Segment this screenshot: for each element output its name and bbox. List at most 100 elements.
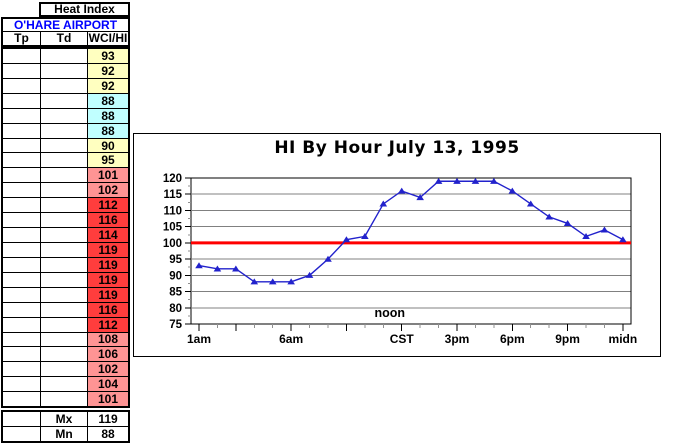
table-row: 119 xyxy=(3,272,128,288)
td-cell[interactable] xyxy=(41,332,88,347)
y-tick-label: 95 xyxy=(169,254,182,266)
td-cell[interactable] xyxy=(41,257,88,272)
tp-cell[interactable] xyxy=(3,228,41,242)
hi-value-cell[interactable]: 102 xyxy=(88,183,128,198)
hi-value-cell[interactable]: 119 xyxy=(88,257,128,272)
td-cell[interactable] xyxy=(41,362,88,377)
station-cell[interactable]: O'HARE AIRPORT xyxy=(3,19,128,31)
td-cell[interactable] xyxy=(41,49,88,63)
tp-cell[interactable] xyxy=(3,93,41,108)
column-header-wcihi[interactable]: WCI/HI xyxy=(88,32,128,45)
summary-empty-cell[interactable] xyxy=(3,412,41,426)
td-cell[interactable] xyxy=(41,198,88,213)
td-cell[interactable] xyxy=(41,138,88,153)
td-cell[interactable] xyxy=(41,78,88,93)
td-cell[interactable] xyxy=(41,242,88,257)
hi-value-cell[interactable]: 92 xyxy=(88,78,128,93)
tp-cell[interactable] xyxy=(3,108,41,123)
tp-cell[interactable] xyxy=(3,392,41,407)
table-row: 90 xyxy=(3,138,128,154)
tp-cell[interactable] xyxy=(3,272,41,287)
chart-title: HI By Hour July 13, 1995 xyxy=(274,138,520,158)
data-point-marker xyxy=(305,271,314,278)
hi-value-cell[interactable]: 101 xyxy=(88,168,128,183)
hi-value-cell[interactable]: 95 xyxy=(88,153,128,168)
station-name: O'HARE AIRPORT xyxy=(13,18,118,32)
td-cell[interactable] xyxy=(41,377,88,392)
tp-cell[interactable] xyxy=(3,213,41,228)
data-point-marker xyxy=(508,187,517,194)
td-cell[interactable] xyxy=(41,93,88,108)
tp-cell[interactable] xyxy=(3,287,41,302)
td-cell[interactable] xyxy=(41,302,88,317)
td-cell[interactable] xyxy=(41,213,88,228)
hi-value-cell[interactable]: 88 xyxy=(88,108,128,123)
tp-cell[interactable] xyxy=(3,257,41,272)
hi-value-cell[interactable]: 88 xyxy=(88,123,128,138)
td-cell[interactable] xyxy=(41,272,88,287)
td-cell[interactable] xyxy=(41,108,88,123)
hi-value-cell[interactable]: 116 xyxy=(88,302,128,317)
x-tick-label: 1am xyxy=(187,332,211,346)
hi-value-cell[interactable]: 112 xyxy=(88,198,128,213)
chart-object[interactable]: HI By Hour July 13, 1995 75 80 85 90 95 100 10… xyxy=(133,133,661,357)
y-tick-label: 80 xyxy=(169,303,182,315)
summary-label-cell[interactable]: Mn xyxy=(41,427,88,441)
tp-cell[interactable] xyxy=(3,183,41,198)
hi-value-cell[interactable]: 90 xyxy=(88,138,128,153)
tp-cell[interactable] xyxy=(3,242,41,257)
hi-value-cell[interactable]: 92 xyxy=(88,63,128,78)
tp-cell[interactable] xyxy=(3,78,41,93)
td-cell[interactable] xyxy=(41,287,88,302)
td-cell[interactable] xyxy=(41,392,88,407)
tp-cell[interactable] xyxy=(3,168,41,183)
td-cell[interactable] xyxy=(41,228,88,242)
table-row: 101 xyxy=(3,168,128,184)
hi-value-cell[interactable]: 119 xyxy=(88,272,128,287)
tp-cell[interactable] xyxy=(3,198,41,213)
summary-value-cell[interactable]: 88 xyxy=(101,427,115,441)
hi-value-cell[interactable]: 116 xyxy=(88,213,128,228)
td-cell[interactable] xyxy=(41,168,88,183)
table-row: 119 xyxy=(3,287,128,303)
td-cell[interactable] xyxy=(41,317,88,332)
tp-cell[interactable] xyxy=(3,377,41,392)
data-point-marker xyxy=(453,177,461,184)
table-title-cell[interactable]: Heat Index xyxy=(39,2,130,17)
hi-value-cell[interactable]: 93 xyxy=(88,49,128,63)
tp-cell[interactable] xyxy=(3,63,41,78)
summary-empty-cell[interactable] xyxy=(3,427,41,441)
column-header-td[interactable]: Td xyxy=(41,32,88,45)
hi-value-cell[interactable]: 119 xyxy=(88,242,128,257)
tp-cell[interactable] xyxy=(3,302,41,317)
hi-value-cell[interactable]: 112 xyxy=(88,317,128,332)
tp-cell[interactable] xyxy=(3,362,41,377)
hi-value-cell[interactable]: 88 xyxy=(88,93,128,108)
column-header-tp[interactable]: Tp xyxy=(3,32,41,45)
tp-cell[interactable] xyxy=(3,332,41,347)
data-point-marker xyxy=(268,278,277,285)
td-cell[interactable] xyxy=(41,183,88,198)
td-cell[interactable] xyxy=(41,347,88,362)
td-cell[interactable] xyxy=(41,153,88,168)
data-point-marker xyxy=(563,220,572,227)
hi-value-cell[interactable]: 114 xyxy=(88,228,128,242)
tp-cell[interactable] xyxy=(3,123,41,138)
tp-cell[interactable] xyxy=(3,317,41,332)
summary-label-cell[interactable]: Mx xyxy=(41,412,88,426)
hi-value-cell[interactable]: 102 xyxy=(88,362,128,377)
summary-value-cell[interactable]: 119 xyxy=(98,412,118,426)
y-tick-label: 105 xyxy=(163,222,183,234)
tp-cell[interactable] xyxy=(3,347,41,362)
hi-value-cell[interactable]: 104 xyxy=(88,377,128,392)
hi-value-cell[interactable]: 119 xyxy=(88,287,128,302)
td-cell[interactable] xyxy=(41,63,88,78)
hi-value-cell[interactable]: 106 xyxy=(88,347,128,362)
tp-cell[interactable] xyxy=(3,49,41,63)
hi-value-cell[interactable]: 101 xyxy=(88,392,128,407)
tp-cell[interactable] xyxy=(3,153,41,168)
hi-value-cell[interactable]: 108 xyxy=(88,332,128,347)
td-cell[interactable] xyxy=(41,123,88,138)
tp-cell[interactable] xyxy=(3,138,41,153)
